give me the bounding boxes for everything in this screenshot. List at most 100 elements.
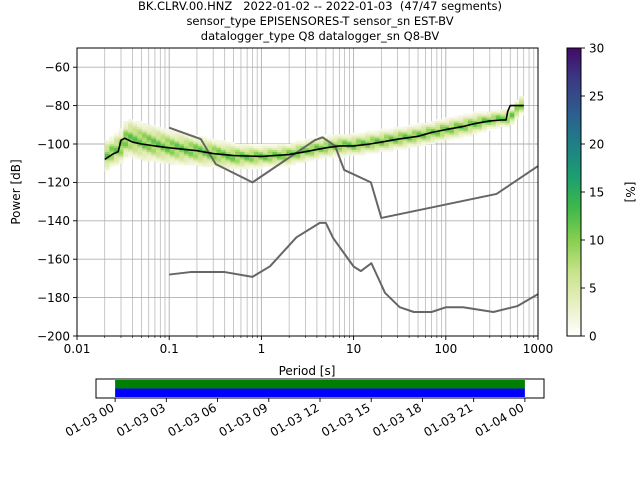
heatmap-cell xyxy=(230,151,236,154)
heatmap-cell xyxy=(211,153,217,156)
heatmap-cell xyxy=(425,136,431,139)
heatmap-cell xyxy=(467,132,473,135)
heatmap-cell xyxy=(128,151,133,154)
heatmap-cell xyxy=(146,132,152,135)
heatmap-cell xyxy=(425,128,431,131)
heatmap-cell xyxy=(332,140,338,143)
heatmap-cell xyxy=(183,163,189,166)
heatmap-cell xyxy=(346,153,352,156)
heatmap-cell xyxy=(407,126,413,129)
heatmap-cell xyxy=(123,130,129,133)
heatmap-cell xyxy=(165,159,171,162)
heatmap-cell xyxy=(179,153,185,156)
heatmap-cell xyxy=(416,130,422,133)
heatmap-cell xyxy=(235,157,240,160)
heatmap-cell xyxy=(137,122,143,125)
heatmap-cell xyxy=(514,101,520,104)
heatmap-cell xyxy=(253,147,259,150)
heatmap-cell xyxy=(123,126,129,129)
heatmap-cell xyxy=(253,167,259,170)
heatmap-cell xyxy=(477,124,483,127)
heatmap-cell xyxy=(467,115,473,118)
heatmap-cell xyxy=(272,153,278,156)
heatmap-cell xyxy=(244,165,250,168)
heatmap-cell xyxy=(379,147,385,150)
heatmap-cell xyxy=(211,149,217,152)
heatmap-cell xyxy=(425,120,431,124)
heatmap-cell xyxy=(411,140,417,143)
heatmap-cell xyxy=(211,138,217,141)
heatmap-cell xyxy=(365,142,371,145)
heatmap-cell xyxy=(207,161,213,164)
heatmap-cell xyxy=(137,153,143,156)
heatmap-cell xyxy=(519,111,524,114)
heatmap-cell xyxy=(249,151,254,154)
heatmap-cell xyxy=(323,140,329,143)
colorbar: 0 5 10 15 20 25 30 [%] xyxy=(566,41,637,343)
heatmap-cell xyxy=(221,149,226,152)
heatmap-cell xyxy=(211,157,217,160)
heatmap-cell xyxy=(109,157,115,160)
heatmap-cell xyxy=(328,138,334,141)
heatmap-cell xyxy=(128,132,133,135)
heatmap-cell xyxy=(174,153,180,156)
heatmap-cell xyxy=(128,142,133,145)
heatmap-cell xyxy=(169,144,175,147)
heatmap-cell xyxy=(481,124,487,127)
heatmap-cell xyxy=(267,151,273,154)
heatmap-cell xyxy=(472,120,478,124)
heatmap-cell xyxy=(179,149,185,152)
heatmap-cell xyxy=(249,163,254,166)
heatmap-cell xyxy=(300,144,306,147)
heatmap-cell xyxy=(430,124,436,127)
heatmap-cell xyxy=(128,149,133,152)
heatmap-cell xyxy=(155,155,161,158)
heatmap-cell xyxy=(230,142,236,145)
heatmap-cell xyxy=(160,161,166,164)
heatmap-cell xyxy=(309,153,315,156)
heatmap-cell xyxy=(258,159,264,162)
heatmap-cell xyxy=(435,128,441,131)
heatmap-cell xyxy=(137,144,143,147)
heatmap-cell xyxy=(165,151,171,154)
heatmap-cell xyxy=(519,101,524,104)
heatmap-cell xyxy=(179,161,185,164)
heatmap-cell xyxy=(467,117,473,120)
heatmap-cell xyxy=(402,130,408,133)
heatmap-cell xyxy=(207,159,213,162)
heatmap-cell xyxy=(374,136,380,139)
heatmap-cell xyxy=(151,149,157,152)
heatmap-cell xyxy=(221,144,226,147)
heatmap-cell xyxy=(458,117,464,120)
heatmap-cell xyxy=(114,157,119,160)
heatmap-cell xyxy=(128,138,133,141)
heatmap-cell xyxy=(314,136,320,139)
heatmap-cell xyxy=(286,161,292,164)
timeline-tick-label: 01-04 00 xyxy=(473,400,527,439)
heatmap-cell xyxy=(402,144,408,147)
heatmap-cell xyxy=(384,138,389,141)
heatmap-cell xyxy=(337,140,343,143)
heatmap-cell xyxy=(225,167,231,170)
heatmap-cell xyxy=(514,107,520,110)
heatmap-cell xyxy=(519,113,524,116)
heatmap-cell xyxy=(388,142,394,145)
heatmap-cell xyxy=(421,138,427,141)
heatmap-cell xyxy=(267,144,273,147)
heatmap-cell xyxy=(435,126,441,129)
heatmap-cell xyxy=(179,159,185,162)
heatmap-cell xyxy=(472,113,478,116)
heatmap-cell xyxy=(309,138,315,141)
heatmap-cell xyxy=(160,136,166,139)
heatmap-cell xyxy=(249,149,254,152)
heatmap-cell xyxy=(374,151,380,154)
heatmap-cell xyxy=(411,145,417,149)
heatmap-cell xyxy=(160,147,166,150)
heatmap-cell xyxy=(365,134,371,137)
heatmap-cell xyxy=(463,128,469,131)
heatmap-cell xyxy=(114,144,119,147)
heatmap-cell xyxy=(407,140,413,143)
heatmap-cell xyxy=(356,138,361,141)
heatmap-cell xyxy=(309,144,315,147)
heatmap-cell xyxy=(281,151,287,154)
